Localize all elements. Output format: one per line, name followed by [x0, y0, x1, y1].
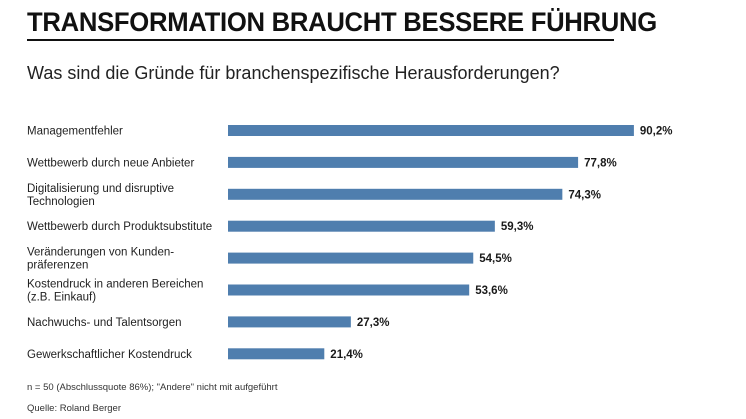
value-label-nachwuchs-und-talentsorgen: 27,3% — [357, 317, 390, 329]
source-note: Quelle: Roland Berger — [27, 403, 121, 414]
value-label-digitalisierung-und-disruptive: 74,3% — [568, 189, 601, 201]
bar-veraenderungen-von-kunden — [228, 252, 474, 264]
title-underline — [27, 39, 614, 41]
category-label-wettbewerb-durch-produktsubstitute: Wettbewerb durch Produktsubstitute — [27, 221, 212, 233]
footnote: n = 50 (Abschlussquote 86%); "Andere" ni… — [27, 382, 278, 393]
value-label-wettbewerb-durch-produktsubstitute: 59,3% — [501, 221, 534, 233]
value-label-kostendruck-in-anderen-bereichen: 53,6% — [475, 285, 508, 297]
category-label-gewerkschaftlicher-kostendruck: Gewerkschaftlicher Kostendruck — [27, 349, 192, 361]
category-label-wettbewerb-durch-neue-anbieter: Wettbewerb durch neue Anbieter — [27, 157, 194, 169]
category-label-nachwuchs-und-talentsorgen: Nachwuchs- und Talentsorgen — [27, 317, 182, 329]
bar-gewerkschaftlicher-kostendruck — [228, 348, 325, 360]
category-label-veraenderungen-von-kunden: Veränderungen von Kunden-präferenzen — [27, 247, 174, 272]
bar-kostendruck-in-anderen-bereichen — [228, 284, 470, 296]
chart-title: TRANSFORMATION BRAUCHT BESSERE FÜHRUNG — [27, 7, 657, 37]
bar-wettbewerb-durch-neue-anbieter — [228, 156, 579, 168]
value-label-managementfehler: 90,2% — [640, 126, 673, 138]
bar-managementfehler — [228, 125, 634, 136]
bar-wettbewerb-durch-produktsubstitute — [228, 220, 495, 232]
category-label-digitalisierung-und-disruptive: Digitalisierung und disruptive Technologi… — [27, 183, 174, 208]
bar-nachwuchs-und-talentsorgen — [228, 316, 351, 328]
value-label-gewerkschaftlicher-kostendruck: 21,4% — [330, 349, 363, 361]
chart-subtitle: Was sind die Gründe für branchenspezifis… — [27, 63, 560, 83]
category-label-managementfehler: Managementfehler — [27, 126, 123, 138]
value-label-wettbewerb-durch-neue-anbieter: 77,8% — [584, 157, 617, 169]
bar-digitalisierung-und-disruptive — [228, 188, 563, 200]
category-label-kostendruck-in-anderen-bereichen: Kostendruck in anderen Bereichen (z.B. Ei… — [27, 279, 203, 304]
value-label-veraenderungen-von-kunden: 54,5% — [479, 253, 512, 265]
